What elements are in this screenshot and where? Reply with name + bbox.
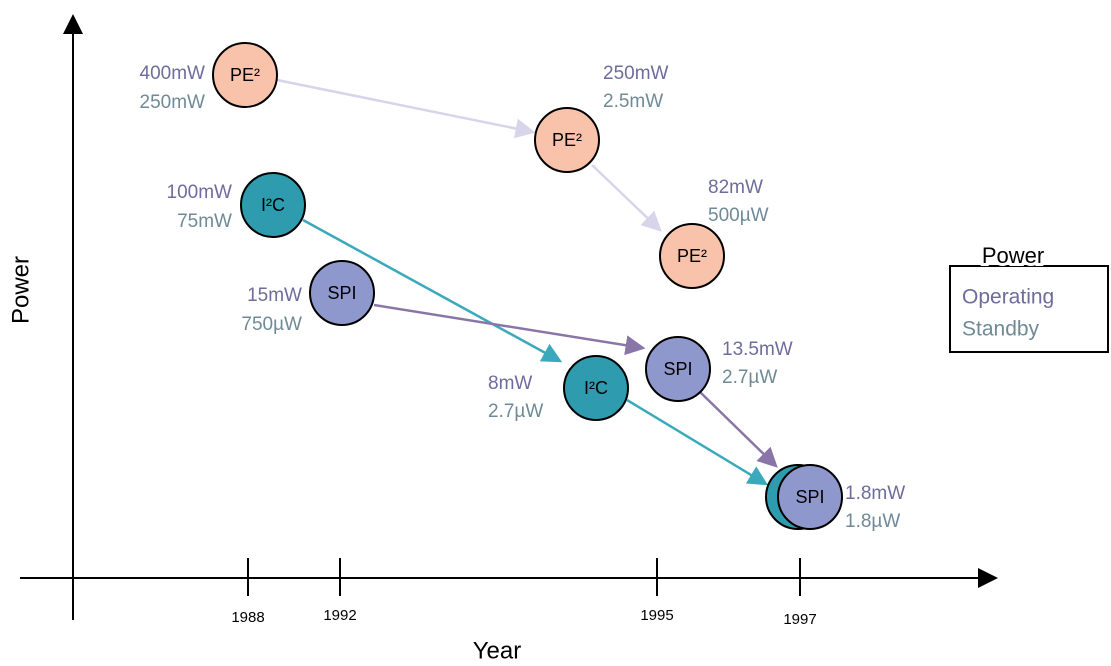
node	[777, 464, 843, 530]
node-label: I²C	[584, 378, 608, 398]
node	[309, 260, 375, 326]
tick-label: 1988	[231, 609, 264, 626]
operating-power: 1.8mW	[845, 483, 905, 504]
node	[240, 172, 306, 238]
legend: Power Power Operating Standby	[949, 240, 1109, 353]
arrow	[591, 164, 662, 232]
legend-title: Power	[982, 243, 1044, 268]
axes	[20, 14, 998, 620]
operating-power: 100mW	[167, 182, 233, 203]
operating-power: 250mW	[603, 63, 669, 84]
arrow	[373, 303, 646, 356]
standby-power: 750µW	[241, 314, 302, 335]
tick-label: 1995	[640, 607, 673, 624]
standby-power: 2.7µW	[722, 367, 777, 388]
operating-power: 15mW	[247, 285, 302, 306]
standby-power: 75mW	[177, 211, 232, 232]
legend-box	[949, 265, 1109, 353]
node-label: SPI	[663, 359, 692, 379]
node-label: PE²	[552, 130, 582, 150]
nodes: PE² PE² PE² I²C SPI SPI I²C SPI	[212, 42, 843, 530]
operating-power: 400mW	[140, 63, 206, 84]
operating-power: 8mW	[488, 373, 532, 394]
tick-label: 1992	[323, 607, 356, 624]
node	[645, 336, 711, 402]
standby-power: 500µW	[708, 205, 769, 226]
node-label: SPI	[795, 487, 824, 507]
arrows	[276, 78, 778, 486]
node	[534, 107, 600, 173]
power-labels: 400mW 250mW 250mW 2.5mW 82mW 500µW 100mW…	[140, 63, 906, 532]
node	[212, 42, 278, 108]
node-label: I²C	[261, 195, 285, 215]
y-axis-label: Power	[7, 256, 34, 324]
x-axis-label: Year	[473, 637, 522, 664]
arrow	[302, 218, 563, 363]
legend-item: Operating	[962, 286, 1054, 309]
operating-power: 13.5mW	[722, 339, 793, 360]
node	[659, 223, 725, 289]
arrow	[699, 391, 778, 468]
legend-title-bg: Power	[982, 243, 1044, 268]
standby-power: 2.5mW	[603, 91, 663, 112]
node-label: SPI	[327, 283, 356, 303]
arrow	[626, 398, 769, 486]
legend-item: Standby	[962, 318, 1040, 341]
operating-power: 82mW	[708, 177, 763, 198]
standby-power: 2.7µW	[488, 401, 543, 422]
node-label: PE²	[230, 65, 260, 85]
standby-power: 1.8µW	[845, 511, 900, 532]
node	[563, 355, 629, 421]
standby-power: 250mW	[140, 92, 206, 113]
arrow	[276, 78, 536, 139]
tick-label: 1997	[783, 611, 816, 628]
node-label: PE²	[677, 246, 707, 266]
